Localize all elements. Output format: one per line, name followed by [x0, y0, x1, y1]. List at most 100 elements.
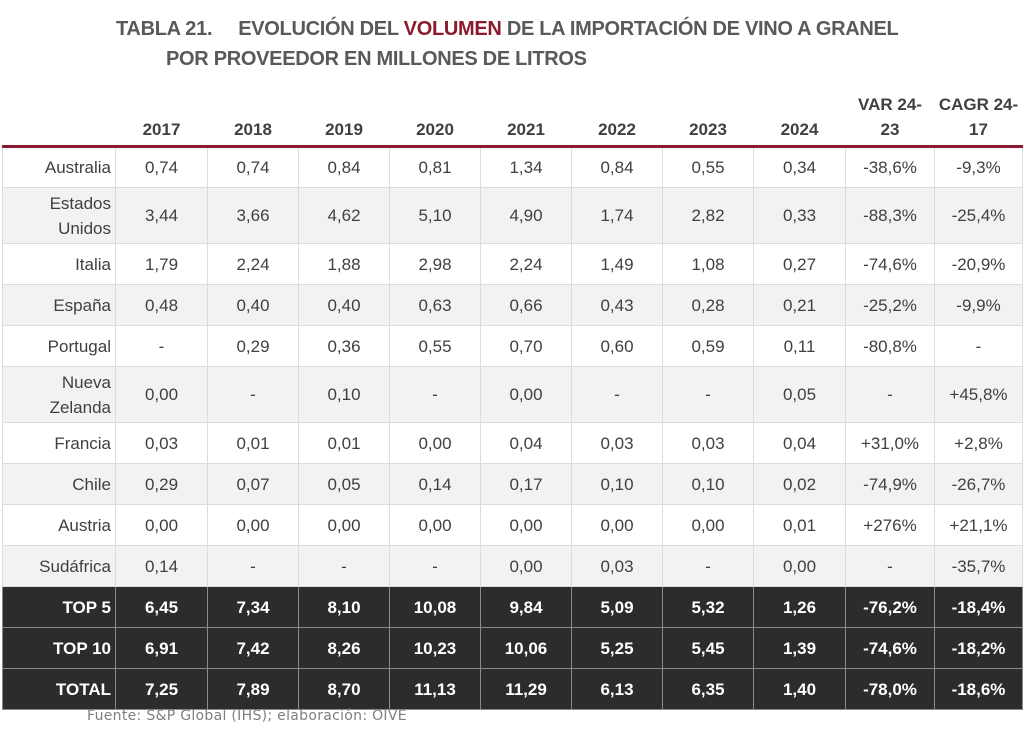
- row-label: Sudáfrica: [2, 545, 116, 587]
- table-cell: -: [207, 545, 299, 587]
- table-cell: 1,08: [662, 243, 754, 285]
- table-row: Austria 0,00 0,00 0,00 0,00 0,00 0,00 0,00 0,01 +…: [2, 504, 1023, 546]
- table-cell: 0,01: [207, 422, 299, 464]
- table-cell: 9,84: [480, 586, 572, 628]
- table-cell: 0,36: [298, 325, 390, 367]
- table-cell: 0,03: [115, 422, 208, 464]
- table-cell: 6,13: [571, 668, 663, 710]
- table-cell: 0,11: [753, 325, 846, 367]
- table-cell: 0,00: [662, 504, 754, 546]
- table-cell: 0,04: [753, 422, 846, 464]
- table-cell: 0,84: [571, 146, 663, 188]
- table-cell: 0,01: [753, 504, 846, 546]
- row-label: Austria: [2, 504, 116, 546]
- table-cell: 6,91: [115, 627, 208, 669]
- table-cell: 0,00: [480, 504, 572, 546]
- table-cell: 0,10: [662, 463, 754, 505]
- table-cell: 11,13: [389, 668, 481, 710]
- table-cell: 0,03: [571, 545, 663, 587]
- title-text: EVOLUCIÓN DEL: [238, 18, 404, 40]
- table-cell: 10,06: [480, 627, 572, 669]
- row-label: Nueva Zelanda: [2, 366, 116, 423]
- table-cell: 1,39: [753, 627, 846, 669]
- table-cell: 10,08: [389, 586, 481, 628]
- row-label: Chile: [2, 463, 116, 505]
- table-cell: 0,27: [753, 243, 846, 285]
- total-row: TOP 10 6,91 7,42 8,26 10,23 10,06 5,25 5,45 1,39…: [2, 627, 1023, 669]
- table-cell: 3,44: [115, 187, 208, 244]
- table-cell: 4,90: [480, 187, 572, 244]
- table-row: Francia 0,03 0,01 0,01 0,00 0,04 0,03 0,03 0,04 +…: [2, 422, 1023, 464]
- table-cell: -: [389, 545, 481, 587]
- table-cell: 6,35: [662, 668, 754, 710]
- title-highlight: VOLUMEN: [403, 18, 502, 40]
- table-cell: 0,00: [571, 504, 663, 546]
- table-cell: 0,66: [480, 284, 572, 326]
- table-cell: 0,03: [571, 422, 663, 464]
- table-cell: 1,34: [480, 146, 572, 188]
- table-cell: 0,00: [480, 545, 572, 587]
- table-cell: 0,29: [207, 325, 299, 367]
- table-cell: -: [298, 545, 390, 587]
- table-cell: -74,6%: [845, 243, 935, 285]
- table-cell: -18,4%: [934, 586, 1023, 628]
- table-cell: 0,34: [753, 146, 846, 188]
- table-row: Italia 1,79 2,24 1,88 2,98 2,24 1,49 1,08 0,27 -7…: [2, 243, 1023, 285]
- table-cell: 6,45: [115, 586, 208, 628]
- column-header: 2018: [234, 120, 272, 139]
- table-cell: 0,70: [480, 325, 572, 367]
- table-cell: 11,29: [480, 668, 572, 710]
- table-cell: -80,8%: [845, 325, 935, 367]
- table-cell: -18,6%: [934, 668, 1023, 710]
- title-line-1: TABLA 21. EVOLUCIÓN DEL VOLUMEN DE LA IMP…: [116, 18, 899, 41]
- table-cell: 7,34: [207, 586, 299, 628]
- table-row: Chile 0,29 0,07 0,05 0,14 0,17 0,10 0,10 0,02 -74…: [2, 463, 1023, 505]
- table-cell: 0,59: [662, 325, 754, 367]
- table-cell: 8,10: [298, 586, 390, 628]
- table-cell: 0,14: [389, 463, 481, 505]
- table-cell: 0,29: [115, 463, 208, 505]
- table-cell: 0,00: [753, 545, 846, 587]
- table-cell: 0,84: [298, 146, 390, 188]
- table-row: Sudáfrica 0,14- - -0,00 0,03-0,00- -35,7%: [2, 545, 1023, 587]
- table-cell: -9,9%: [934, 284, 1023, 326]
- table-cell: 0,02: [753, 463, 846, 505]
- table-cell: 0,03: [662, 422, 754, 464]
- table-cell: 1,74: [571, 187, 663, 244]
- table-cell: -: [662, 366, 754, 423]
- table-cell: 0,48: [115, 284, 208, 326]
- table-cell: -: [845, 366, 935, 423]
- table-cell: 10,23: [389, 627, 481, 669]
- table-cell: 0,00: [389, 422, 481, 464]
- table-cell: 0,05: [298, 463, 390, 505]
- source-note: Fuente: S&P Global (IHS); elaboración: O…: [87, 708, 407, 724]
- table-cell: 0,55: [662, 146, 754, 188]
- import-volume-table: 2017 2018 2019 2020 2021 2022 2023 2024 VAR 24-2…: [2, 88, 1023, 710]
- table-number: TABLA 21.: [116, 18, 213, 40]
- table-cell: 0,00: [115, 504, 208, 546]
- table-cell: 0,40: [298, 284, 390, 326]
- table-cell: -38,6%: [845, 146, 935, 188]
- table-cell: 0,40: [207, 284, 299, 326]
- row-label: Portugal: [2, 325, 116, 367]
- table-cell: -9,3%: [934, 146, 1023, 188]
- table-cell: 0,55: [389, 325, 481, 367]
- table-cell: +45,8%: [934, 366, 1023, 423]
- table-cell: -: [115, 325, 208, 367]
- column-header: 2019: [325, 120, 363, 139]
- table-cell: 0,74: [115, 146, 208, 188]
- table-cell: 5,10: [389, 187, 481, 244]
- table-cell: 2,24: [480, 243, 572, 285]
- table-cell: 0,05: [753, 366, 846, 423]
- table-cell: 0,63: [389, 284, 481, 326]
- table-cell: 4,62: [298, 187, 390, 244]
- table-cell: -: [207, 366, 299, 423]
- table-row: España 0,48 0,40 0,40 0,63 0,66 0,43 0,28 0,21 -2…: [2, 284, 1023, 326]
- total-row: TOP 5 6,45 7,34 8,10 10,08 9,84 5,09 5,32 1,26 -7…: [2, 586, 1023, 628]
- table-cell: 0,60: [571, 325, 663, 367]
- column-header: 2023: [689, 120, 727, 139]
- title-text: DE LA IMPORTACIÓN DE VINO A GRANEL: [501, 18, 899, 40]
- column-header: 2021: [507, 120, 545, 139]
- row-label: Australia: [2, 146, 116, 188]
- column-header: 2020: [416, 120, 454, 139]
